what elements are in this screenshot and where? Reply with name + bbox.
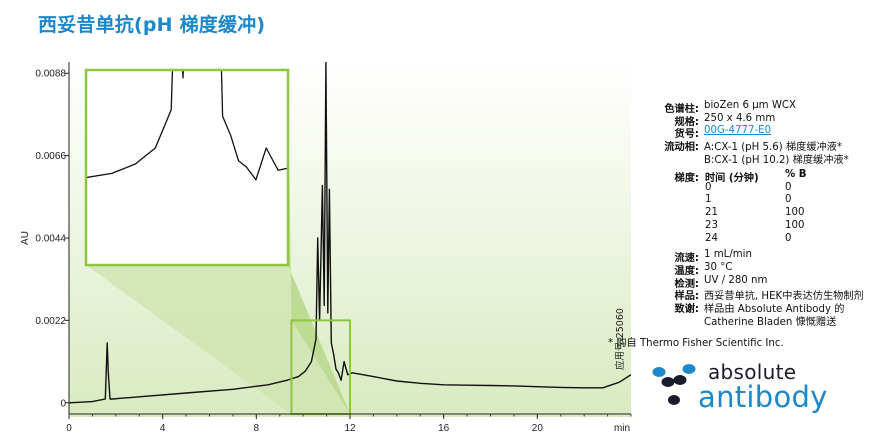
time-cell: 24 (705, 232, 718, 244)
y-tick-label: 0.0066 (35, 151, 66, 162)
y-tick-label: 0 (60, 398, 66, 409)
method-label: 流速: (674, 253, 699, 265)
percent-b-cell: % B (785, 169, 807, 180)
time-cell: 23 (705, 219, 718, 231)
method-row: 样品: 西妥昔单抗, HEK中表达仿生物制剂 (615, 287, 885, 303)
inset-frame (84, 68, 290, 267)
method-row: Catherine Bladen 慷慨赠送 (615, 313, 885, 328)
inset-trace (86, 70, 288, 181)
zoom-cone-right (288, 70, 350, 414)
method-row: 检测: UV / 280 nm (615, 274, 885, 290)
y-tick-label: 0.0044 (35, 234, 66, 245)
inset-background (86, 70, 288, 265)
gradient-label: 梯度: (674, 173, 699, 184)
logo-text-absolute: absolute (708, 360, 797, 384)
method-value: bioZen 6 μm WCX (704, 100, 797, 111)
method-row: 规格: 250 x 4.6 mm (615, 112, 885, 128)
method-value: 250 x 4.6 mm (704, 112, 776, 124)
x-tick-label: 12 (344, 423, 356, 434)
part-number-link[interactable]: 00G-4777-E0 (704, 125, 772, 137)
y-tick-label: 0.0022 (35, 316, 66, 327)
method-label: 规格: (674, 116, 699, 128)
method-label: 温度: (674, 265, 699, 277)
method-row: 流速: 1 mL/min (615, 249, 885, 265)
method-row: B:CX-1 (pH 10.2) 梯度缓冲液* (615, 151, 885, 166)
method-row: 色谱柱: bioZen 6 μm WCX (615, 100, 885, 115)
method-row: 致谢: 样品由 Absolute Antibody 的 (615, 300, 885, 315)
gradient-table-row: 21 100 (615, 207, 885, 220)
method-row: 货号: 00G-4777-E0 (615, 125, 885, 141)
method-label: 色谱柱: (664, 104, 699, 115)
method-value: Catherine Bladen 慷慨赠送 (704, 316, 837, 328)
method-label: 货号: (674, 129, 699, 141)
method-label: 样品: (674, 291, 699, 303)
method-value: 1 mL/min (704, 249, 752, 261)
method-value: A:CX-1 (pH 5.6) 梯度缓冲液* (704, 142, 842, 154)
y-tick-label: 0.0088 (35, 69, 66, 80)
x-tick-label: 8 (254, 423, 260, 434)
method-label: 流动相: (664, 142, 699, 154)
y-axis-label: AU (20, 231, 31, 245)
gradient-header: 时间 (分钟) % B (615, 169, 885, 184)
footnote: * 购自 Thermo Fisher Scientific Inc. (608, 338, 784, 349)
gradient-row: 梯度: (615, 169, 885, 184)
time-cell: 1 (705, 194, 712, 206)
x-tick-label: 4 (160, 423, 166, 434)
method-value: 样品由 Absolute Antibody 的 (704, 304, 845, 315)
percent-b-cell: 0 (785, 181, 792, 193)
time-cell: 21 (705, 207, 718, 219)
logo-text-antibody: antibody (698, 380, 828, 414)
zoom-cone (86, 70, 350, 414)
x-axis-label: min (614, 423, 630, 434)
percent-b-cell: 0 (785, 232, 792, 244)
chromatogram-chart: 0 4 8 12 16 20 min 0 0.0022 0.0044 0.0066 0.0088 AU (20, 62, 632, 434)
percent-b-cell: 0 (785, 194, 792, 206)
antibody-icon (652, 364, 696, 405)
method-label: 检测: (674, 278, 699, 290)
method-row: 温度: 30 °C (615, 261, 885, 277)
method-value: 西妥昔单抗, HEK中表达仿生物制剂 (704, 291, 864, 303)
method-row: 流动相: A:CX-1 (pH 5.6) 梯度缓冲液* (615, 138, 885, 154)
chromatogram-trace (69, 62, 631, 404)
x-tick-label: 20 (532, 423, 544, 434)
gradient-table-row: 23 100 (615, 220, 885, 233)
x-tick-label: 0 (66, 423, 72, 434)
percent-b-cell: 100 (785, 207, 805, 219)
zoom-cone-lower (86, 265, 350, 414)
absolute-antibody-logo: absolute antibody (650, 360, 850, 420)
gradient-table-row: 24 0 (615, 233, 885, 246)
time-cell: 时间 (分钟) (705, 173, 759, 184)
method-value: UV / 280 nm (704, 274, 768, 286)
time-cell: 0 (705, 181, 712, 193)
x-tick-label: 16 (438, 423, 450, 434)
method-value: B:CX-1 (pH 10.2) 梯度缓冲液* (704, 154, 849, 166)
method-value: 30 °C (704, 261, 733, 273)
page-title: 西妥昔单抗(pH 梯度缓冲) (38, 14, 266, 36)
percent-b-cell: 100 (785, 219, 805, 231)
method-label: 致谢: (674, 304, 699, 315)
inset-trace-group (86, 70, 288, 181)
